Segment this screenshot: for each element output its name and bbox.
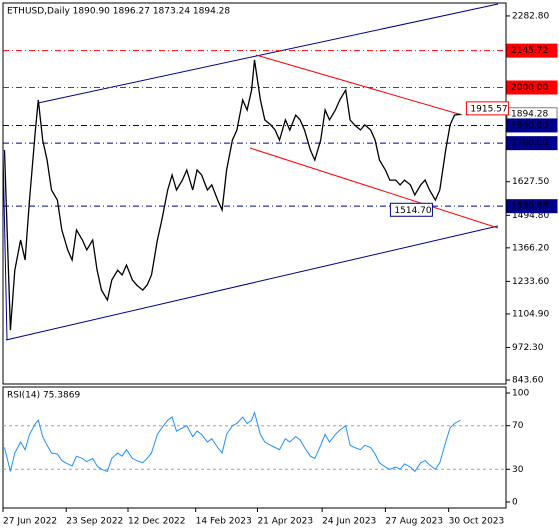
y-tick-label: 30 [512,465,524,475]
x-tick-label: 30 Oct 2023 [449,517,505,527]
level-label: 1894.28 [511,110,548,120]
level-label: 1780.00 [511,139,548,149]
level-label: 1850.00 [511,121,548,131]
y-tick-label: 100 [512,388,529,398]
y-tick-label: 1627.50 [512,177,549,187]
wedge-lower [249,147,499,229]
y-tick-label: 1104.90 [512,309,549,319]
x-tick-label: 27 Jun 2022 [3,517,57,527]
channel-start [2,149,8,341]
level-label-box [506,199,558,214]
level-label-box [506,80,558,95]
annotation-label: 1915.57 [470,104,507,114]
x-tick-label: 21 Apr 2023 [257,517,313,527]
rsi-title: RSI(14) 75.3869 [7,391,80,401]
y-tick-label: 972.30 [512,343,544,353]
x-tick-label: 24 Jun 2023 [322,517,376,527]
y-tick-label: 1233.60 [512,277,549,287]
level-label-box [506,118,558,133]
level-label: 2145.72 [511,46,548,56]
rsi-frame [2,386,507,509]
level-label-box [506,43,558,58]
wedge-upper [255,54,463,116]
level-label: 1530.88 [511,202,548,212]
annotation-box [389,202,433,217]
x-tick-label: 27 Aug 2023 [385,517,443,527]
annotation-label: 1514.70 [394,206,431,216]
x-tick-label: 14 Feb 2023 [196,517,252,527]
y-tick-label: 843.60 [512,376,544,386]
series-line [3,59,461,331]
y-tick-label: 1494.80 [512,211,549,221]
x-tick-label: 23 Sep 2022 [66,517,123,527]
y-tick-label: 0 [512,498,518,508]
y-tick-label: 2282.80 [512,11,549,21]
chart-title: ETHUSD,Daily 1890.90 1896.27 1873.24 189… [7,7,230,17]
x-tick-label: 12 Dec 2022 [128,517,186,527]
y-tick-label: 1366.20 [512,243,549,253]
series-line [4,410,461,473]
annotation-box [465,101,509,116]
channel-upper [37,3,499,104]
trendlines [2,3,499,341]
channel-lower [5,225,499,341]
level-label-box [506,136,558,151]
y-tick-label: 70 [512,421,524,431]
level-label: 2000.00 [511,83,548,93]
